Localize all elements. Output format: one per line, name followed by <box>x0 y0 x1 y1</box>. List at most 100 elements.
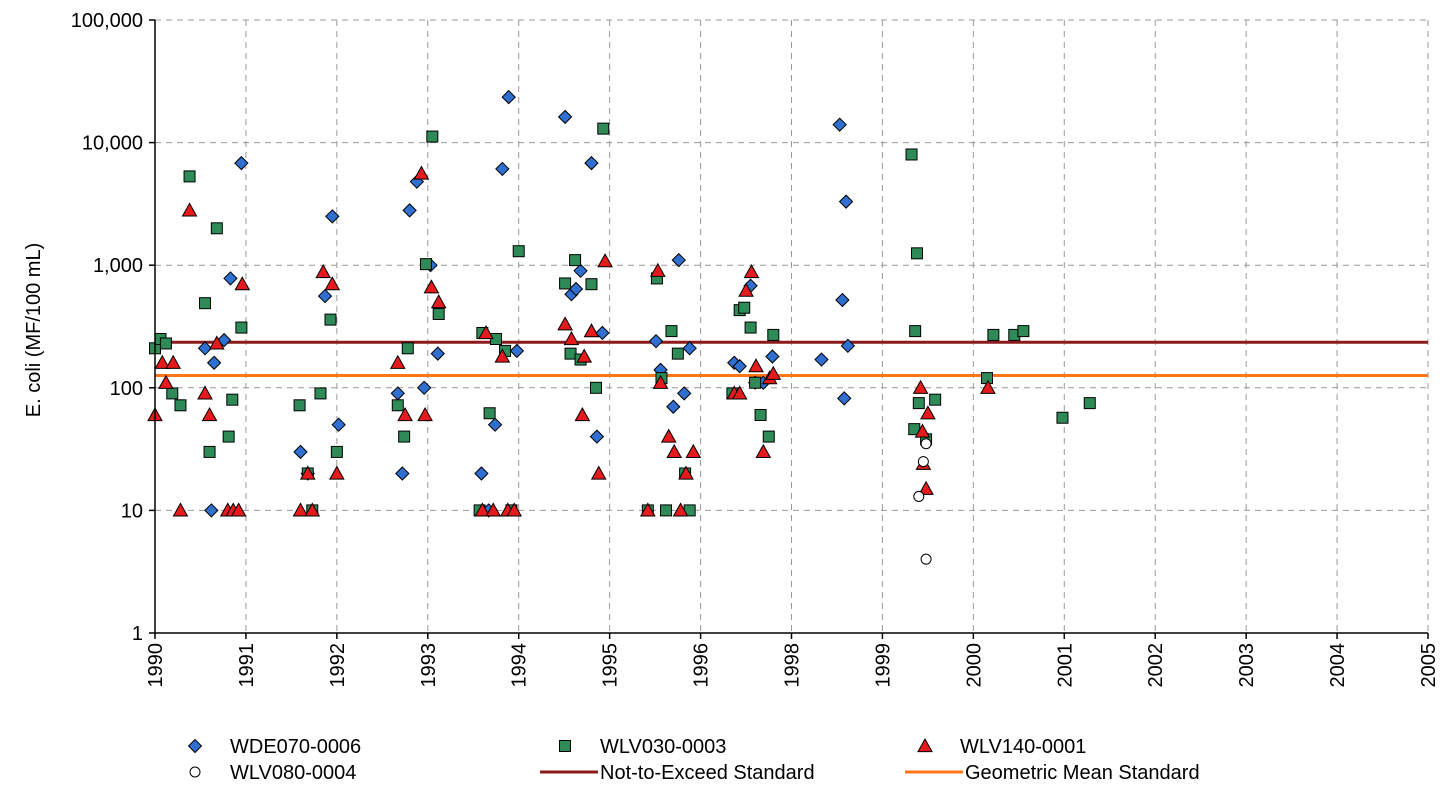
triangle-data-point <box>920 405 936 420</box>
circle-data-point <box>920 438 932 450</box>
legend: WDE070-0006 WLV030-0003 WLV140-0001 WLV080-… <box>187 736 1200 784</box>
triangle-data-point <box>685 443 702 459</box>
triangle-data-point <box>181 202 198 217</box>
diamond-data-point <box>495 161 510 177</box>
x-tick-label: 1992 <box>327 643 349 688</box>
diamond-data-point <box>765 349 780 364</box>
diamond-data-point <box>732 359 747 374</box>
x-tick-label: 1994 <box>509 643 531 688</box>
diamond-data-point <box>589 429 605 444</box>
triangle-data-point <box>299 465 316 480</box>
legend-label: WLV140-0001 <box>960 736 1086 758</box>
x-tick-label: 2000 <box>963 643 985 688</box>
triangle-data-point <box>324 276 341 291</box>
square-data-point <box>1083 397 1096 410</box>
triangle-data-point <box>639 502 656 517</box>
square-data-point <box>159 337 172 350</box>
triangle-data-point <box>597 253 613 268</box>
diamond-data-point <box>814 352 829 367</box>
legend-label: WDE070-0006 <box>230 736 361 758</box>
triangle-data-point <box>234 276 251 291</box>
diamond-data-point <box>331 417 346 432</box>
diamond-data-point <box>223 271 238 286</box>
diamond-data-point <box>838 194 854 209</box>
triangle-data-point <box>423 279 440 294</box>
triangle-data-point <box>649 262 666 277</box>
square-data-point <box>660 504 673 517</box>
axes <box>149 19 1429 639</box>
square-data-point <box>330 445 343 458</box>
gridlines <box>155 19 1429 633</box>
diamond-data-point <box>837 391 852 406</box>
diamond-data-point <box>840 338 856 354</box>
square-data-point <box>749 376 762 389</box>
triangle-data-point <box>413 165 430 180</box>
square-data-point <box>590 381 603 394</box>
triangle-data-point <box>474 502 491 517</box>
circle-data-point <box>917 456 929 468</box>
triangle-data-point <box>165 354 182 369</box>
square-data-point <box>671 347 684 360</box>
triangle-data-point <box>197 385 213 400</box>
triangle-data-point <box>738 282 754 297</box>
square-data-point <box>222 430 235 443</box>
triangle-data-point <box>172 502 189 517</box>
square-data-point <box>762 430 775 443</box>
diamond-data-point <box>573 263 588 279</box>
square-data-point <box>426 130 439 143</box>
square-data-point <box>203 445 216 458</box>
legend-marker <box>917 737 933 753</box>
y-tick-label: 100,000 <box>71 10 143 32</box>
triangle-data-point <box>506 502 523 517</box>
triangle-data-point <box>918 480 934 495</box>
square-data-point <box>754 408 767 421</box>
legend-marker <box>187 738 203 754</box>
diamond-data-point <box>595 325 610 341</box>
diamond-data-point <box>501 89 516 105</box>
square-data-point <box>912 397 925 410</box>
x-tick-label: 1996 <box>691 643 713 688</box>
legend-label: WLV030-0003 <box>600 736 726 758</box>
triangle-data-point <box>660 428 677 443</box>
triangle-data-point <box>765 365 782 380</box>
triangle-data-point <box>485 502 502 517</box>
y-tick-label: 10,000 <box>82 133 143 155</box>
square-data-point <box>1056 411 1069 424</box>
legend-label: Not-to-Exceed Standard <box>600 762 815 784</box>
diamond-data-point <box>509 343 525 359</box>
reference-lines <box>155 340 1428 377</box>
square-data-point <box>391 399 404 412</box>
triangle-data-point <box>748 358 764 373</box>
legend-marker <box>559 740 571 752</box>
square-data-point <box>665 325 678 338</box>
x-tick-label: 2005 <box>1418 643 1440 688</box>
y-axis-title: E. coli (MF/100 mL) <box>23 243 45 417</box>
square-data-point <box>929 393 942 406</box>
square-data-point <box>401 342 414 355</box>
triangle-data-point <box>397 406 413 422</box>
triangle-data-point <box>574 406 591 422</box>
triangle-data-point <box>389 354 406 369</box>
square-data-point <box>512 245 525 258</box>
x-tick-label: 2004 <box>1327 643 1349 688</box>
diamond-data-point <box>206 355 222 370</box>
triangle-data-point <box>678 465 694 480</box>
diamond-data-point <box>648 333 664 349</box>
diamond-data-point <box>325 209 340 224</box>
diamond-data-point <box>832 117 847 132</box>
triangle-data-point <box>292 502 309 517</box>
x-tick-label: 1999 <box>872 643 894 688</box>
circle-data-point <box>913 490 925 502</box>
square-data-point <box>235 321 248 334</box>
diamond-data-point <box>676 386 692 401</box>
triangle-data-point <box>583 323 600 338</box>
triangle-data-point <box>201 406 218 422</box>
triangle-data-point <box>154 354 171 369</box>
square-data-point <box>585 278 598 291</box>
x-tick-labels: 1990 1991 1992 1993 1994 1995 1996 1998 1999 2000… <box>145 643 1440 688</box>
square-data-point <box>324 313 337 326</box>
triangle-data-point <box>494 348 511 363</box>
square-data-point <box>183 170 196 183</box>
square-data-point <box>398 430 411 443</box>
